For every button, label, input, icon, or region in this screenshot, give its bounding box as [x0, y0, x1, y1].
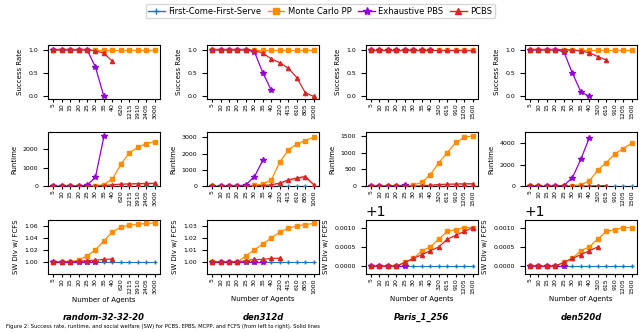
Y-axis label: Runtime: Runtime: [11, 145, 17, 174]
Text: Figure 2: Success rate, runtime, and social welfare (SW) for PCBS, EPBS, MCPP, a: Figure 2: Success rate, runtime, and soc…: [6, 324, 321, 329]
Y-axis label: Runtime: Runtime: [329, 145, 335, 174]
Y-axis label: Success Rate: Success Rate: [494, 49, 500, 95]
Y-axis label: Success Rate: Success Rate: [176, 49, 182, 95]
Y-axis label: Runtime: Runtime: [170, 145, 176, 174]
Y-axis label: SW Div w/ FCFS: SW Div w/ FCFS: [172, 220, 178, 274]
X-axis label: Number of Agents: Number of Agents: [549, 296, 612, 302]
Y-axis label: SW Div w/ FCFS: SW Div w/ FCFS: [323, 220, 329, 274]
Y-axis label: SW Div w/ FCFS: SW Div w/ FCFS: [482, 220, 488, 274]
Y-axis label: Success Rate: Success Rate: [335, 49, 341, 95]
Text: Paris_1_256: Paris_1_256: [394, 313, 449, 322]
Text: random-32-32-20: random-32-32-20: [63, 313, 145, 322]
Y-axis label: Runtime: Runtime: [488, 145, 494, 174]
X-axis label: Number of Agents: Number of Agents: [231, 296, 294, 302]
Text: den312d: den312d: [243, 313, 284, 322]
X-axis label: Number of Agents: Number of Agents: [72, 296, 136, 302]
Y-axis label: Success Rate: Success Rate: [17, 49, 23, 95]
X-axis label: Number of Agents: Number of Agents: [390, 296, 454, 302]
Legend: First-Come-First-Serve, Monte Carlo PP, Exhaustive PBS, PCBS: First-Come-First-Serve, Monte Carlo PP, …: [145, 4, 495, 18]
Text: den520d: den520d: [560, 313, 602, 322]
Y-axis label: SW Div w/ FCFS: SW Div w/ FCFS: [13, 220, 19, 274]
